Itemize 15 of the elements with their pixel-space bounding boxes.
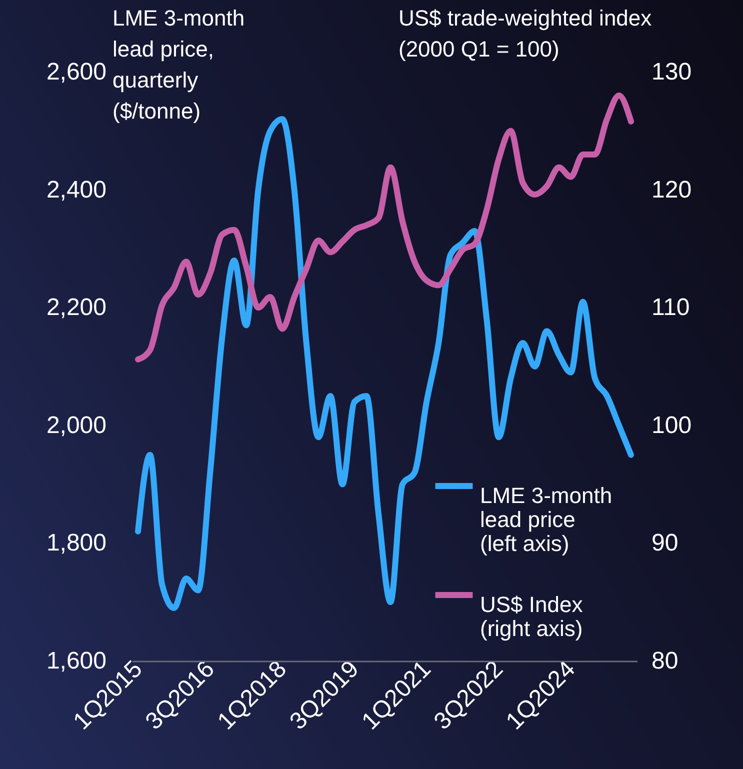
legend-label: US$ Index (right axis) [480, 592, 583, 641]
y2-tick-label: 130 [652, 58, 692, 86]
y2-tick-label: 90 [652, 530, 678, 557]
y2-tick-label: 120 [652, 176, 692, 204]
y-tick-label: 2,600 [46, 58, 106, 86]
y-tick-label: 2,200 [46, 294, 106, 322]
legend-label: LME 3-month lead price (left axis) [480, 483, 612, 556]
y2-tick-label: 100 [652, 412, 692, 439]
y2-tick-label: 110 [652, 294, 690, 322]
y2-tick-label: 80 [652, 648, 678, 674]
y-tick-label: 2,000 [46, 412, 106, 439]
y2-axis-title: US$ trade-weighted index (2000 Q1 = 100) [398, 6, 652, 62]
y-axis-title: LME 3-month lead price, quarterly ($/tonne) [112, 6, 245, 124]
y-tick-label: 1,800 [46, 530, 106, 557]
y-tick-label: 2,400 [46, 176, 106, 204]
